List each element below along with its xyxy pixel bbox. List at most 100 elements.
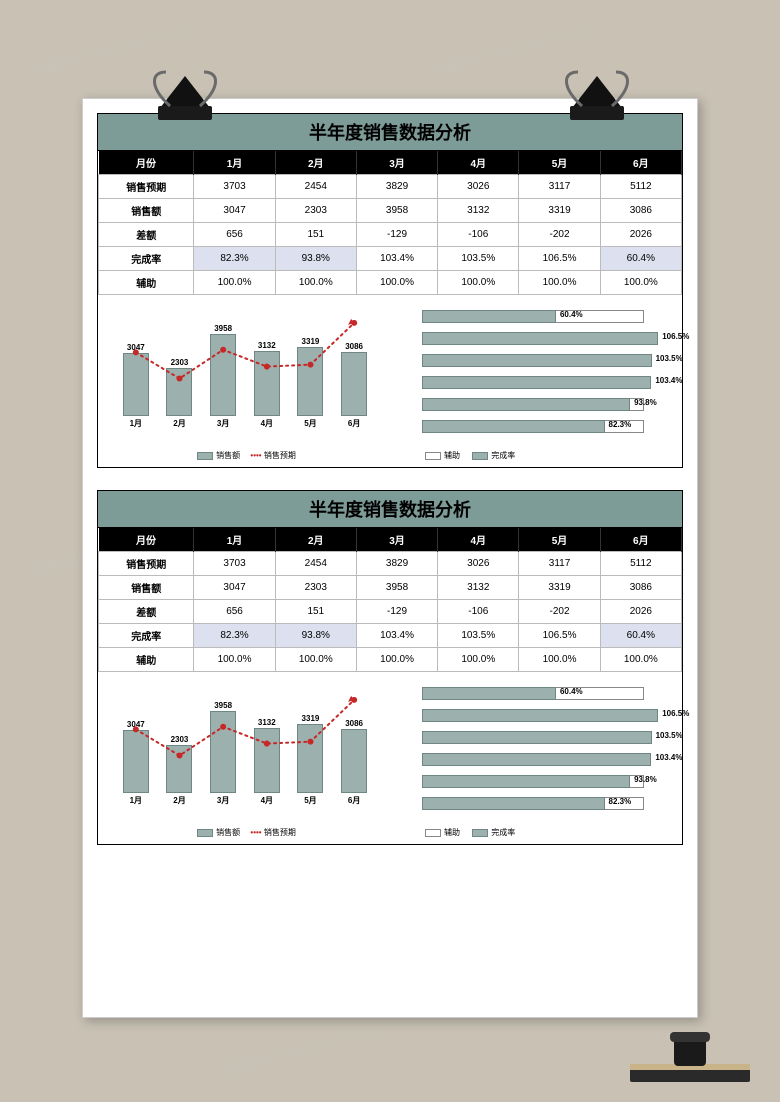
table-col-header: 4月 (438, 151, 519, 175)
hbar-fill-rect (422, 731, 652, 744)
bar-rect (254, 351, 280, 416)
binder-clip-icon (140, 68, 230, 130)
table-cell: 103.4% (356, 624, 437, 648)
bar-column: 23032月 (160, 735, 198, 806)
table-row-label: 完成率 (99, 624, 194, 648)
table-row: 差额656151-129-106-2022026 (99, 600, 682, 624)
bar-value-label: 3047 (127, 720, 145, 729)
table-cell: 3117 (519, 175, 600, 199)
table-cell: 3703 (194, 552, 275, 576)
table-cell: 3086 (600, 199, 681, 223)
hbar-fill-rect (422, 687, 556, 700)
table-cell: 3132 (438, 576, 519, 600)
table-row-label: 辅助 (99, 271, 194, 295)
hbar-row: 5月106.5% (422, 329, 666, 348)
table-cell: -202 (519, 600, 600, 624)
bar-value-label: 3132 (258, 718, 276, 727)
completion-hbar-chart: 6月60.4%5月106.5%4月103.5%3月103.4%2月93.8%1月… (394, 303, 676, 463)
table-cell: 2026 (600, 600, 681, 624)
table-cell: 82.3% (194, 624, 275, 648)
hbar-value-label: 106.5% (662, 332, 689, 341)
hbar-row: 3月103.4% (422, 373, 666, 392)
bar-column: 3047 1月 (117, 720, 155, 806)
table-col-header: 6月 (600, 151, 681, 175)
bar-rect (341, 352, 367, 416)
bar-column: 30471月 (117, 343, 155, 429)
table-cell: 3958 (356, 199, 437, 223)
table-col-header: 2月 (275, 151, 356, 175)
data-table: 月份1月2月3月4月5月6月 销售预期370324543829302631175… (98, 151, 682, 295)
table-row: 销售额304723033958313233193086 (99, 199, 682, 223)
bar-value-label: 3047 (127, 343, 145, 352)
hbar-value-label: 82.3% (609, 420, 632, 429)
hbar-fill-rect (422, 420, 605, 433)
bar-rect (254, 728, 280, 793)
table-cell: 2454 (275, 175, 356, 199)
watermark: 熊猫办公 TUKUPPT.COM (220, 1020, 380, 1081)
hbar-value-label: 103.4% (655, 753, 682, 762)
table-cell: 100.0% (438, 271, 519, 295)
table-cell: 3319 (519, 199, 600, 223)
bar-column: 30866月 (335, 719, 373, 806)
analysis-panel-bottom: 半年度销售数据分析 月份1月2月3月4月5月6月 销售预期37032454382… (97, 490, 683, 845)
table-cell: 100.0% (600, 648, 681, 672)
table-cell: 103.5% (438, 247, 519, 271)
bar-category-label: 1月 (130, 795, 142, 806)
table-cell: 100.0% (519, 271, 600, 295)
table-cell: 3319 (519, 576, 600, 600)
hbar-value-label: 60.4% (560, 687, 583, 696)
data-table: 月份1月2月3月4月5月6月 销售预期370324543829302631175… (98, 528, 682, 672)
table-cell: 100.0% (356, 648, 437, 672)
bar-chart-legend: 销售额 •••• 销售预期 (104, 450, 386, 461)
bar-column: 33195月 (291, 714, 329, 806)
bar-rect (166, 368, 192, 416)
hbar-row: 3月103.4% (422, 750, 666, 769)
table-cell: 100.0% (438, 648, 519, 672)
bar-value-label: 3958 (214, 324, 232, 333)
stamp-icon (626, 1028, 766, 1088)
table-col-header: 月份 (99, 528, 194, 552)
hbar-value-label: 103.5% (656, 354, 683, 363)
table-cell: 3026 (438, 175, 519, 199)
table-cell: -106 (438, 600, 519, 624)
hbar-chart-legend: 辅助 完成率 (422, 827, 515, 838)
table-cell: 151 (275, 600, 356, 624)
table-cell: 656 (194, 600, 275, 624)
table-col-header: 1月 (194, 151, 275, 175)
table-cell: -106 (438, 223, 519, 247)
bar-category-label: 3月 (217, 795, 229, 806)
bar-rect (123, 353, 149, 416)
bar-column: 30866月 (335, 342, 373, 429)
table-cell: 3047 (194, 199, 275, 223)
table-cell: 3829 (356, 175, 437, 199)
bar-value-label: 3319 (302, 714, 320, 723)
table-row: 辅助100.0%100.0%100.0%100.0%100.0%100.0% (99, 271, 682, 295)
table-cell: 3703 (194, 175, 275, 199)
table-col-header: 5月 (519, 151, 600, 175)
table-cell: 2454 (275, 552, 356, 576)
table-row: 完成率82.3%93.8%103.4%103.5%106.5%60.4% (99, 624, 682, 648)
hbar-value-label: 103.4% (655, 376, 682, 385)
hbar-value-label: 82.3% (609, 797, 632, 806)
table-cell: 656 (194, 223, 275, 247)
table-col-header: 1月 (194, 528, 275, 552)
table-cell: -129 (356, 600, 437, 624)
hbar-fill-rect (422, 398, 630, 411)
table-cell: 106.5% (519, 624, 600, 648)
table-cell: 151 (275, 223, 356, 247)
hbar-value-label: 103.5% (656, 731, 683, 740)
bar-value-label: 3086 (345, 342, 363, 351)
table-cell: 5112 (600, 552, 681, 576)
bar-value-label: 3132 (258, 341, 276, 350)
hbar-row: 4月103.5% (422, 351, 666, 370)
table-cell: 3958 (356, 576, 437, 600)
bar-column: 23032月 (160, 358, 198, 429)
hbar-value-label: 93.8% (634, 398, 657, 407)
table-cell: 103.4% (356, 247, 437, 271)
table-cell: 100.0% (194, 648, 275, 672)
table-cell: 103.5% (438, 624, 519, 648)
table-cell: 3117 (519, 552, 600, 576)
table-row: 差额656151-129-106-2022026 (99, 223, 682, 247)
hbar-row: 4月103.5% (422, 728, 666, 747)
hbar-value-label: 106.5% (662, 709, 689, 718)
